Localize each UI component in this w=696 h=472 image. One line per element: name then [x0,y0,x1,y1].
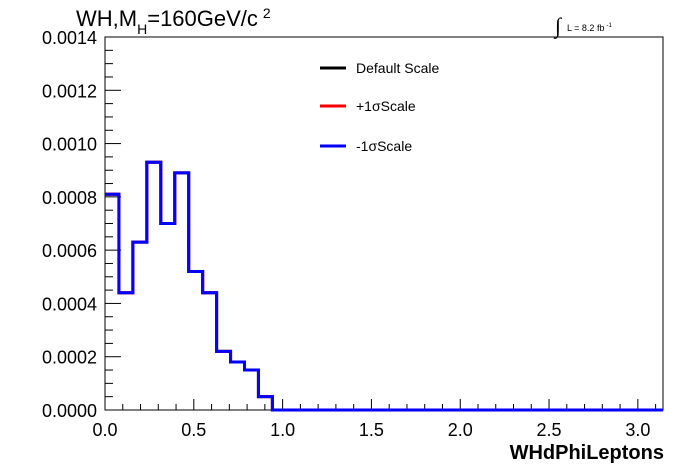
x-tick-label: 1.0 [270,420,295,440]
x-tick-label: 0.5 [181,420,206,440]
y-tick-label: 0.0008 [42,188,97,208]
legend-label-3: -1σScale [356,138,412,154]
luminosity-text: L = 8.2 fb -1 [567,23,612,33]
y-tick-label: 0.0012 [42,81,97,101]
x-tick-label: 0.0 [92,420,117,440]
y-tick-label: 0.0002 [42,348,97,368]
x-tick-label: 2.0 [448,420,473,440]
y-tick-label: 0.0006 [42,241,97,261]
series-line-3 [105,160,663,412]
legend-label-1: Default Scale [356,60,439,76]
chart-title: WH,MH=160GeV/c 2 [76,5,271,37]
series-layer [105,160,663,412]
y-tick-label: 0.0010 [42,135,97,155]
legend: Default Scale +1σScale -1σScale [320,60,439,154]
y-tick-label: 0.0014 [42,28,97,48]
x-tick-label: 2.5 [537,420,562,440]
x-tick-label: 3.0 [625,420,650,440]
legend-label-2: +1σScale [356,98,416,114]
y-tick-label: 0.0004 [42,294,97,314]
luminosity-label: ∫ L = 8.2 fb -1 [553,13,612,39]
integral-sign: ∫ [553,13,563,39]
axes: 0.0 0.5 1.0 1.5 2.0 2.5 3.0 0.0000 0.0002 0.0004 0… [42,28,664,440]
x-tick-label: 1.5 [359,420,384,440]
y-tick-label: 0.0000 [42,401,97,421]
x-axis-label: WHdPhiLeptons [510,442,664,464]
